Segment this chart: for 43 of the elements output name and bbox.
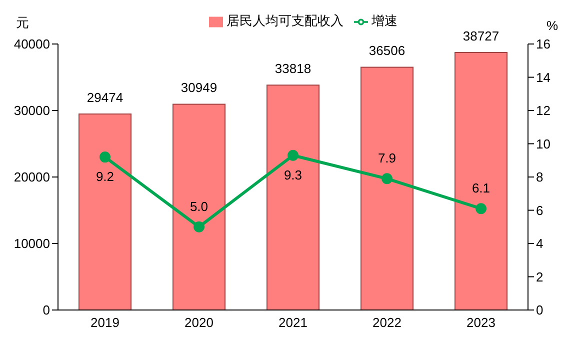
data-label: 9.3 <box>284 167 302 182</box>
y2-tick-label: 14 <box>536 70 550 85</box>
data-label: 9.2 <box>96 169 114 184</box>
x-tick-label: 2020 <box>184 315 214 330</box>
data-label: 5.0 <box>190 198 208 214</box>
point <box>382 173 392 184</box>
x-tick-label: 2022 <box>372 315 402 330</box>
point <box>288 150 298 161</box>
point <box>100 152 110 163</box>
y-tick-label: 30000 <box>14 103 50 118</box>
y2-axis-title: % <box>546 18 558 33</box>
legend-label: 居民人均可支配收入 <box>226 13 344 28</box>
bar <box>360 66 414 310</box>
y2-tick-label: 2 <box>536 269 544 284</box>
data-label: 7.9 <box>378 150 396 166</box>
y2-tick-label: 6 <box>536 202 544 218</box>
data-label: 30949 <box>180 80 218 96</box>
bar <box>454 52 508 310</box>
x-tick-label: 2023 <box>466 315 496 330</box>
data-label: 29474 <box>86 90 124 105</box>
data-label: 38727 <box>462 28 500 44</box>
bar <box>78 114 132 310</box>
y2-tick-label: 8 <box>536 170 544 185</box>
y-tick-label: 20000 <box>14 170 50 185</box>
data-label: 36506 <box>368 43 406 58</box>
data-label: 33818 <box>274 61 312 76</box>
y2-tick-label: 4 <box>536 236 544 252</box>
y-axis-title: 元 <box>16 14 29 32</box>
data-label: 6.1 <box>472 180 490 196</box>
y2-tick-label: 16 <box>536 36 550 52</box>
y-tick-label: 10000 <box>14 236 50 252</box>
x-tick-label: 2021 <box>278 315 308 330</box>
bar <box>266 84 320 310</box>
point <box>476 203 486 214</box>
y2-tick-label: 10 <box>536 136 550 152</box>
y2-tick-label: 0 <box>536 302 544 318</box>
y2-tick-label: 12 <box>536 103 550 118</box>
x-tick-label: 2019 <box>90 315 120 330</box>
legend-label: 增速 <box>372 13 398 28</box>
y-tick-label: 40000 <box>14 36 50 52</box>
point <box>194 221 204 232</box>
bar <box>172 104 226 310</box>
y-tick-label: 0 <box>42 302 50 318</box>
